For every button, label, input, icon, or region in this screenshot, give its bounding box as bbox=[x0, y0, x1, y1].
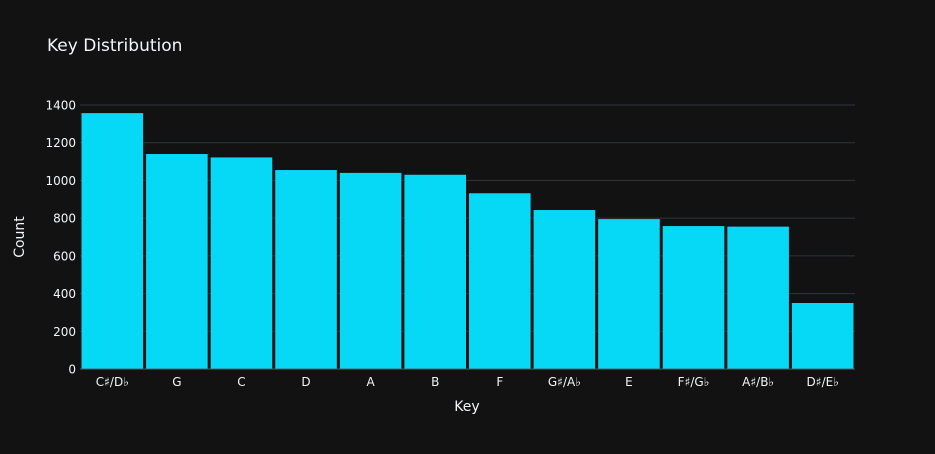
y-tick-label: 600 bbox=[53, 249, 76, 263]
axes: 0 200 400 600 800 1000 1200 1400 C♯/D♭ G C D A B F G♯/A… bbox=[45, 99, 855, 389]
chart-title: Key Distribution bbox=[47, 36, 182, 56]
y-axis-title: Count bbox=[12, 216, 28, 258]
bar: E: 795 bbox=[598, 219, 660, 369]
x-tick-label: D bbox=[301, 375, 310, 389]
y-tick-label: 1200 bbox=[45, 136, 76, 150]
x-tick-label: G♯/A♭ bbox=[548, 375, 581, 389]
bar: A♯/B♭: 755 bbox=[727, 226, 789, 369]
y-tick-label: 800 bbox=[53, 212, 76, 226]
x-tick-label: F bbox=[496, 375, 503, 389]
x-tick-label: F♯/G♭ bbox=[678, 375, 710, 389]
bar: D: 1055 bbox=[275, 170, 337, 369]
x-tick-label: A bbox=[367, 375, 376, 389]
y-tick-label: 1000 bbox=[45, 174, 76, 188]
x-tick-label: B bbox=[431, 375, 439, 389]
bar: B: 1030 bbox=[404, 174, 466, 369]
bar: G♯/A♭: 843 bbox=[533, 210, 596, 369]
bar: D♯/E♭: 350 bbox=[791, 303, 854, 369]
bar: G: 1140 bbox=[146, 154, 208, 369]
x-tick-label: D♯/E♭ bbox=[807, 375, 839, 389]
bar: C: 1122 bbox=[210, 157, 273, 369]
bar: A: 1040 bbox=[339, 172, 402, 369]
bar: F: 932 bbox=[469, 193, 531, 369]
bar: F♯/G♭: 758 bbox=[662, 226, 725, 369]
x-tick-label: C♯/D♭ bbox=[96, 375, 129, 389]
x-tick-label: C bbox=[237, 375, 245, 389]
x-tick-label: G bbox=[172, 375, 181, 389]
bars: C♯/D♭: 1357G: 1140C: 1122D: 1055A: 1040B… bbox=[81, 113, 854, 369]
y-tick-label: 0 bbox=[68, 363, 76, 377]
x-axis-title: Key bbox=[454, 399, 479, 415]
y-tick-label: 1400 bbox=[45, 99, 76, 113]
y-tick-label: 400 bbox=[53, 287, 76, 301]
gridlines bbox=[80, 104, 855, 332]
x-tick-label: A♯/B♭ bbox=[742, 375, 774, 389]
x-tick-label: E bbox=[625, 375, 633, 389]
y-tick-label: 200 bbox=[53, 325, 76, 339]
bar: C♯/D♭: 1357 bbox=[81, 113, 144, 369]
